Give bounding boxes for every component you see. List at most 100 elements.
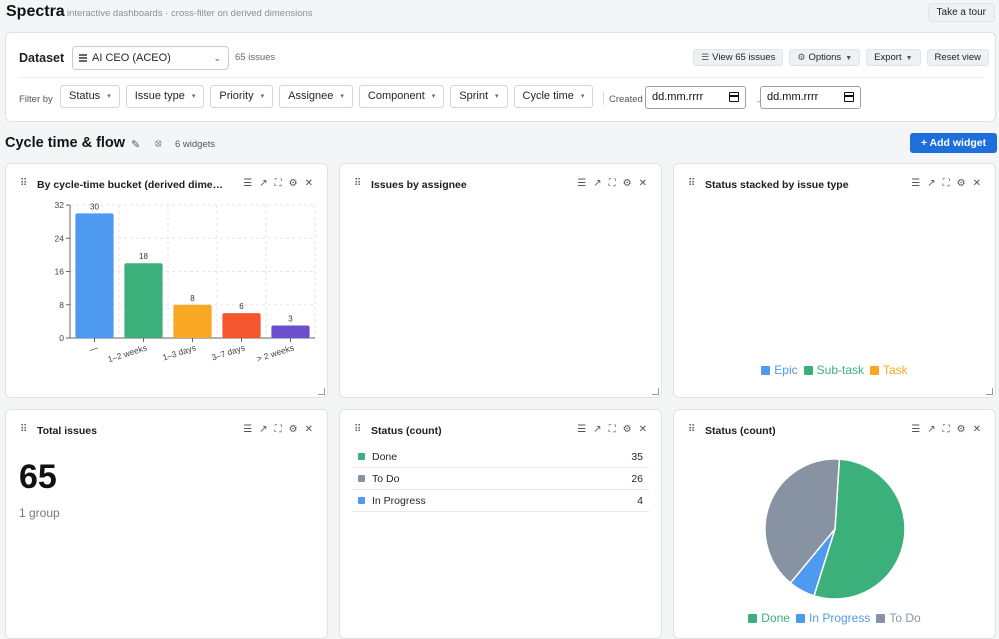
close-icon[interactable]: ✕: [638, 424, 647, 435]
bar[interactable]: [271, 325, 310, 338]
expand-icon[interactable]: ⛶: [608, 178, 616, 189]
open-external-icon[interactable]: ↗: [259, 178, 268, 189]
created-to-date-input[interactable]: dd.mm.rrrr: [760, 86, 861, 109]
created-from-date-input[interactable]: dd.mm.rrrr: [645, 86, 746, 109]
drag-handle-icon[interactable]: ⠿: [688, 424, 695, 435]
widget-toolbar: ☰ ↗ ⛶ ⚙ ✕: [911, 424, 981, 435]
share-icon[interactable]: ⦻: [155, 138, 162, 149]
export-button[interactable]: Export ▼: [866, 49, 921, 66]
x-tick-label: 1–2 weeks: [106, 342, 148, 364]
drag-handle-icon[interactable]: ⠿: [20, 424, 27, 435]
legend-item[interactable]: Task: [870, 363, 908, 377]
list-icon[interactable]: ☰: [243, 178, 253, 189]
drag-handle-icon[interactable]: ⠿: [354, 178, 361, 189]
drag-handle-icon[interactable]: ⠿: [688, 178, 695, 189]
legend-swatch: [761, 366, 771, 375]
chevron-down-icon: ⌄: [213, 53, 221, 63]
legend-item[interactable]: Done: [748, 611, 790, 625]
edit-pencil-icon[interactable]: ✎: [131, 139, 141, 151]
bar[interactable]: [75, 213, 114, 338]
bar[interactable]: [173, 304, 212, 338]
created-label: Created: [609, 94, 643, 105]
open-external-icon[interactable]: ↗: [927, 178, 936, 189]
filter-chip-issue-type[interactable]: Issue type ▾: [125, 85, 205, 108]
widget-toolbar: ☰ ↗ ⛶ ⚙ ✕: [243, 178, 313, 189]
bar[interactable]: [124, 263, 163, 338]
resize-handle[interactable]: [652, 388, 659, 395]
list-item[interactable]: In Progress 4: [352, 490, 649, 512]
calendar-icon[interactable]: [844, 92, 854, 102]
list-icon[interactable]: ☰: [911, 178, 921, 189]
close-icon[interactable]: ✕: [304, 424, 313, 435]
options-button[interactable]: ⚙ Options ▼: [789, 49, 861, 66]
bar-chart: 0 8 16 24 32 30 — 18 1–2 weeks 8 1–3 days 6 3–7 days…: [55, 200, 316, 364]
filter-chips: Status ▾ Issue type ▾ Priority ▾ Assignee ▾ Comp…: [60, 85, 594, 108]
open-external-icon[interactable]: ↗: [593, 178, 602, 189]
take-tour-button[interactable]: Take a tour: [927, 3, 995, 22]
list-icon: ☰: [701, 52, 710, 62]
legend-item[interactable]: Epic: [761, 363, 798, 377]
expand-icon[interactable]: ⛶: [274, 424, 282, 435]
settings-icon[interactable]: ⚙: [622, 424, 632, 435]
chevron-down-icon: ▾: [260, 93, 265, 100]
settings-icon[interactable]: ⚙: [956, 424, 966, 435]
legend-item[interactable]: To Do: [876, 611, 921, 625]
filter-chip-status[interactable]: Status ▾: [60, 85, 120, 108]
legend-label: Epic: [774, 363, 798, 377]
dataset-select[interactable]: AI CEO (ACEO) ⌄: [72, 46, 229, 70]
close-icon[interactable]: ✕: [972, 178, 981, 189]
y-tick-label: 8: [59, 300, 64, 310]
calendar-icon[interactable]: [729, 92, 739, 102]
open-external-icon[interactable]: ↗: [927, 424, 936, 435]
filter-chip-priority[interactable]: Priority ▾: [210, 85, 274, 108]
list-icon[interactable]: ☰: [243, 424, 253, 435]
list-icon[interactable]: ☰: [577, 424, 587, 435]
view-issues-button[interactable]: ☰ View 65 issues: [693, 49, 784, 66]
filter-chip-sprint[interactable]: Sprint ▾: [450, 85, 508, 108]
bar[interactable]: [222, 313, 261, 338]
widget-toolbar: ☰ ↗ ⛶ ⚙ ✕: [243, 424, 313, 435]
legend-item[interactable]: In Progress: [795, 611, 870, 625]
resize-handle[interactable]: [986, 388, 993, 395]
settings-icon[interactable]: ⚙: [956, 178, 966, 189]
data-label: 30: [90, 202, 99, 211]
settings-icon[interactable]: ⚙: [622, 178, 632, 189]
pie-slice[interactable]: [813, 458, 906, 600]
y-tick-label: 0: [59, 333, 64, 343]
close-icon[interactable]: ✕: [304, 178, 313, 189]
open-external-icon[interactable]: ↗: [259, 424, 268, 435]
pie-slice[interactable]: [764, 458, 841, 584]
status-swatch: [358, 475, 365, 482]
widget-status-stacked: ⠿ Status stacked by issue type ☰↗⛶⚙✕ 091…: [673, 163, 996, 398]
resize-handle[interactable]: [318, 388, 325, 395]
pie-chart: [764, 458, 906, 600]
reset-view-button[interactable]: Reset view: [926, 49, 989, 66]
widget-issues-by-assignee: ⠿ Issues by assignee ☰↗⛶⚙✕ 01530456052Un…: [339, 163, 662, 398]
list-item[interactable]: Done 35: [352, 446, 649, 468]
status-label: To Do: [372, 472, 400, 485]
add-widget-button[interactable]: + Add widget: [910, 133, 997, 153]
drag-handle-icon[interactable]: ⠿: [20, 178, 27, 189]
close-icon[interactable]: ✕: [972, 424, 981, 435]
open-external-icon[interactable]: ↗: [593, 424, 602, 435]
expand-icon[interactable]: ⛶: [942, 178, 950, 189]
expand-icon[interactable]: ⛶: [274, 178, 282, 189]
filter-chip-assignee[interactable]: Assignee ▾: [279, 85, 353, 108]
drag-handle-icon[interactable]: ⠿: [354, 424, 361, 435]
settings-icon[interactable]: ⚙: [288, 424, 298, 435]
close-icon[interactable]: ✕: [638, 178, 647, 189]
expand-icon[interactable]: ⛶: [942, 424, 950, 435]
divider: [603, 91, 604, 105]
data-label: 3: [288, 315, 293, 324]
filter-chip-cycle-time[interactable]: Cycle time ▾: [513, 85, 594, 108]
list-icon[interactable]: ☰: [911, 424, 921, 435]
expand-icon[interactable]: ⛶: [608, 424, 616, 435]
filter-chip-component[interactable]: Component ▾: [358, 85, 445, 108]
legend-item[interactable]: Sub-task: [803, 363, 864, 377]
list-item[interactable]: To Do 26: [352, 468, 649, 490]
list-icon[interactable]: ☰: [577, 178, 587, 189]
data-label: 8: [190, 294, 195, 303]
settings-icon[interactable]: ⚙: [288, 178, 298, 189]
app-title: Spectra: [6, 3, 65, 20]
widget-total-issues: ⠿ Total issues ☰ ↗ ⛶ ⚙ ✕ 65 1 group: [5, 409, 328, 639]
